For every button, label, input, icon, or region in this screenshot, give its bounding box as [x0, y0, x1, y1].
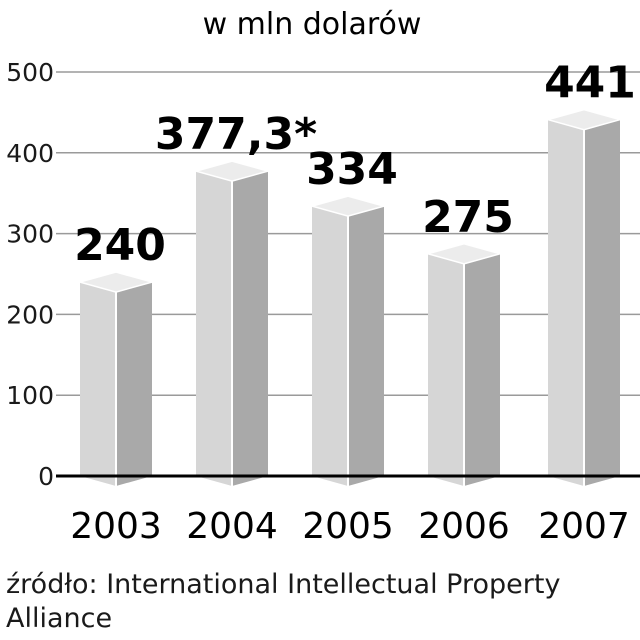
bar-side-face — [348, 206, 384, 487]
bar-top-face — [545, 108, 623, 131]
bar-front-face — [428, 253, 464, 486]
y-tick-label: 500 — [6, 58, 54, 87]
data-label: 441 — [544, 58, 636, 109]
x-axis-ticks: 2003 2004 2005 2006 2007 — [70, 506, 630, 547]
bar-front-face — [196, 171, 232, 486]
bar-top-face — [77, 271, 155, 293]
y-tick-label: 200 — [6, 300, 54, 329]
bar-top-face — [425, 243, 503, 265]
bar-2005 — [309, 195, 387, 487]
bar-top-face — [309, 195, 387, 217]
bar-side-face — [116, 282, 152, 486]
bar-2004 — [193, 160, 271, 486]
y-axis-ticks: 0 100 200 300 400 500 — [6, 58, 54, 491]
y-tick-label: 400 — [6, 139, 54, 168]
x-tick-label: 2005 — [302, 506, 394, 547]
data-label: 334 — [306, 144, 398, 195]
bars — [77, 108, 623, 487]
x-tick-label: 2003 — [70, 506, 162, 547]
data-label: 240 — [74, 220, 166, 271]
y-tick-label: 0 — [38, 462, 54, 491]
bar-front-face — [80, 282, 116, 486]
bar-side-face — [584, 119, 620, 486]
bar-2007 — [545, 108, 623, 486]
data-label: 377,3* — [155, 109, 317, 160]
chart-title: w mln dolarów — [203, 7, 422, 42]
bar-front-face — [312, 206, 348, 487]
y-tick-label: 300 — [6, 220, 54, 249]
x-tick-label: 2007 — [538, 506, 630, 547]
bar-top-face — [193, 160, 271, 182]
bar-2003 — [77, 271, 155, 486]
bar-2006 — [425, 243, 503, 486]
source-note: źródło: International Intellectual Prope… — [6, 569, 561, 634]
y-tick-label: 100 — [6, 381, 54, 410]
bar-side-face — [464, 253, 500, 486]
x-tick-label: 2004 — [186, 506, 278, 547]
data-labels: 240 377,3*334 275 441 — [74, 58, 636, 271]
data-label: 275 — [422, 192, 514, 243]
bar-side-face — [232, 171, 268, 486]
x-tick-label: 2006 — [418, 506, 510, 547]
bar-front-face — [548, 119, 584, 486]
